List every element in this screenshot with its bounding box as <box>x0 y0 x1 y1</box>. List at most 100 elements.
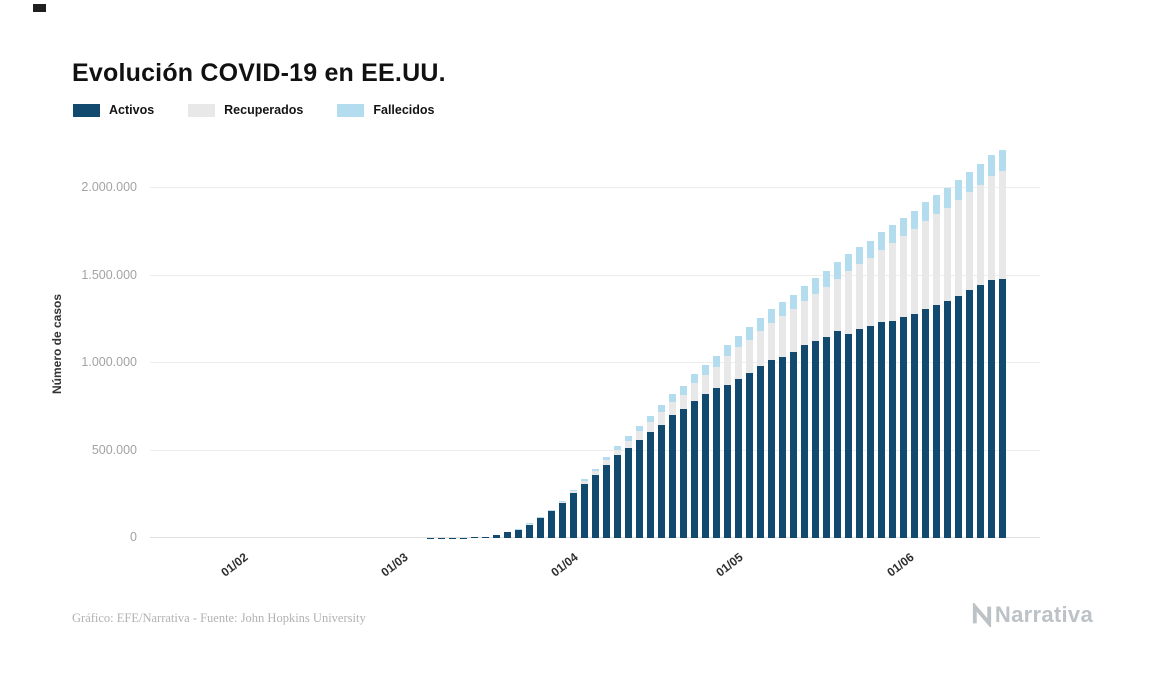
bar-segment-fallecidos <box>701 365 710 375</box>
bar-segment-activos <box>580 483 589 538</box>
x-tick-label-01-04: 01/04 <box>548 550 582 580</box>
bar-segment-recuperados <box>690 383 699 401</box>
bar-segment-fallecidos <box>943 188 952 208</box>
bar-segment-recuperados <box>569 491 578 493</box>
bar-segment-activos <box>800 344 809 538</box>
bar-19/02 <box>328 148 336 538</box>
bar-segment-activos <box>734 378 743 538</box>
bar-segment-activos <box>679 408 688 538</box>
bar-09/02 <box>273 148 281 538</box>
y-tick-label: 500.000 <box>91 442 137 457</box>
bar-segment-fallecidos <box>888 224 897 244</box>
bar-segment-fallecidos <box>833 262 842 279</box>
bar-10/06 <box>943 148 952 538</box>
source-credit: Gráfico: EFE/Narrativa - Fuente: John Ho… <box>72 611 366 625</box>
bar-segment-fallecidos <box>679 386 688 395</box>
bar-03/04 <box>569 148 578 538</box>
bar-segment-fallecidos <box>844 254 853 272</box>
screen-artifact <box>33 4 46 12</box>
bar-segment-fallecidos <box>778 302 787 317</box>
bar-18/06 <box>987 148 996 538</box>
bar-20/03 <box>492 148 501 538</box>
bar-segment-activos <box>712 387 721 538</box>
bar-segment-recuperados <box>910 229 919 315</box>
bar-segment-fallecidos <box>602 457 611 461</box>
bar-segment-recuperados <box>558 501 567 503</box>
bar-segment-fallecidos <box>569 489 578 492</box>
bar-21/04 <box>668 148 677 538</box>
bar-segment-fallecidos <box>965 171 974 193</box>
bar-08/03 <box>426 148 435 538</box>
bar-segment-recuperados <box>613 449 622 455</box>
bar-segment-activos <box>976 285 985 538</box>
bar-segment-recuperados <box>723 356 732 386</box>
bar-segment-recuperados <box>602 460 611 465</box>
bar-segment-recuperados <box>800 300 809 345</box>
bar-01/02 <box>229 148 237 538</box>
bar-segment-fallecidos <box>635 426 644 432</box>
bar-14/03 <box>459 148 468 538</box>
bar-18/01 <box>152 148 160 538</box>
gridline-500.000 <box>150 449 1040 451</box>
bar-27/04 <box>701 148 710 538</box>
bar-segment-recuperados <box>624 440 633 449</box>
bar-11/05 <box>778 148 787 538</box>
bar-13/04 <box>624 148 633 538</box>
bar-segment-recuperados <box>888 243 897 321</box>
legend-label-activos: Activos <box>109 103 155 117</box>
bar-segment-activos <box>668 414 677 538</box>
bar-27/05 <box>866 148 875 538</box>
gridline-2.000.000 <box>150 187 1040 189</box>
bar-09/04 <box>602 148 611 538</box>
chart-title: Evolución COVID-19 en EE.UU. <box>72 58 446 87</box>
bar-segment-activos <box>789 352 798 538</box>
bar-segment-fallecidos <box>811 278 820 294</box>
bar-segment-recuperados <box>822 286 831 338</box>
bar-segment-recuperados <box>668 401 677 415</box>
bar-segment-fallecidos <box>580 479 589 481</box>
bar-segment-activos <box>822 337 831 538</box>
bar-segment-activos <box>778 357 787 538</box>
bar-segment-recuperados <box>745 339 754 373</box>
bar-segment-activos <box>767 359 776 538</box>
bar-segment-recuperados <box>954 199 963 296</box>
bar-23/02 <box>350 148 358 538</box>
bar-segment-recuperados <box>965 192 974 291</box>
legend-label-recuperados: Recuperados <box>224 103 304 117</box>
bar-segment-recuperados <box>998 170 1007 279</box>
bar-segment-activos <box>745 372 754 538</box>
bar-segment-fallecidos <box>657 405 666 413</box>
bar-segment-activos <box>525 523 534 538</box>
bar-segment-activos <box>602 464 611 538</box>
bar-20/01 <box>163 148 171 538</box>
bar-21/02 <box>339 148 347 538</box>
bar-segment-activos <box>811 341 820 538</box>
bar-13/05 <box>789 148 798 538</box>
bar-21/05 <box>833 148 842 538</box>
bar-segment-recuperados <box>635 431 644 441</box>
bar-06/03 <box>415 148 424 538</box>
x-tick-label-01-03: 01/03 <box>378 550 411 580</box>
bar-segment-fallecidos <box>613 445 622 450</box>
bar-17/02 <box>317 148 325 538</box>
bar-05/02 <box>251 148 259 538</box>
bar-segment-activos <box>591 474 600 538</box>
bar-25/04 <box>690 148 699 538</box>
legend-item-activos: Activos <box>73 103 154 117</box>
bar-07/02 <box>262 148 270 538</box>
bar-07/04 <box>591 148 600 538</box>
bar-29/02 <box>383 148 391 538</box>
legend-item-fallecidos: Fallecidos <box>337 103 435 117</box>
bar-segment-recuperados <box>844 271 853 335</box>
bar-segment-fallecidos <box>624 436 633 441</box>
bar-segment-fallecidos <box>954 179 963 200</box>
bar-segment-recuperados <box>767 322 776 360</box>
bar-segment-fallecidos <box>723 345 732 357</box>
bar-14/06 <box>965 148 974 538</box>
y-tick-label: 1.000.000 <box>81 355 137 370</box>
bar-13/02 <box>295 148 303 538</box>
bar-25/05 <box>855 148 864 538</box>
bar-segment-activos <box>613 455 622 538</box>
bar-24/01 <box>185 148 193 538</box>
bar-02/03 <box>394 148 402 538</box>
